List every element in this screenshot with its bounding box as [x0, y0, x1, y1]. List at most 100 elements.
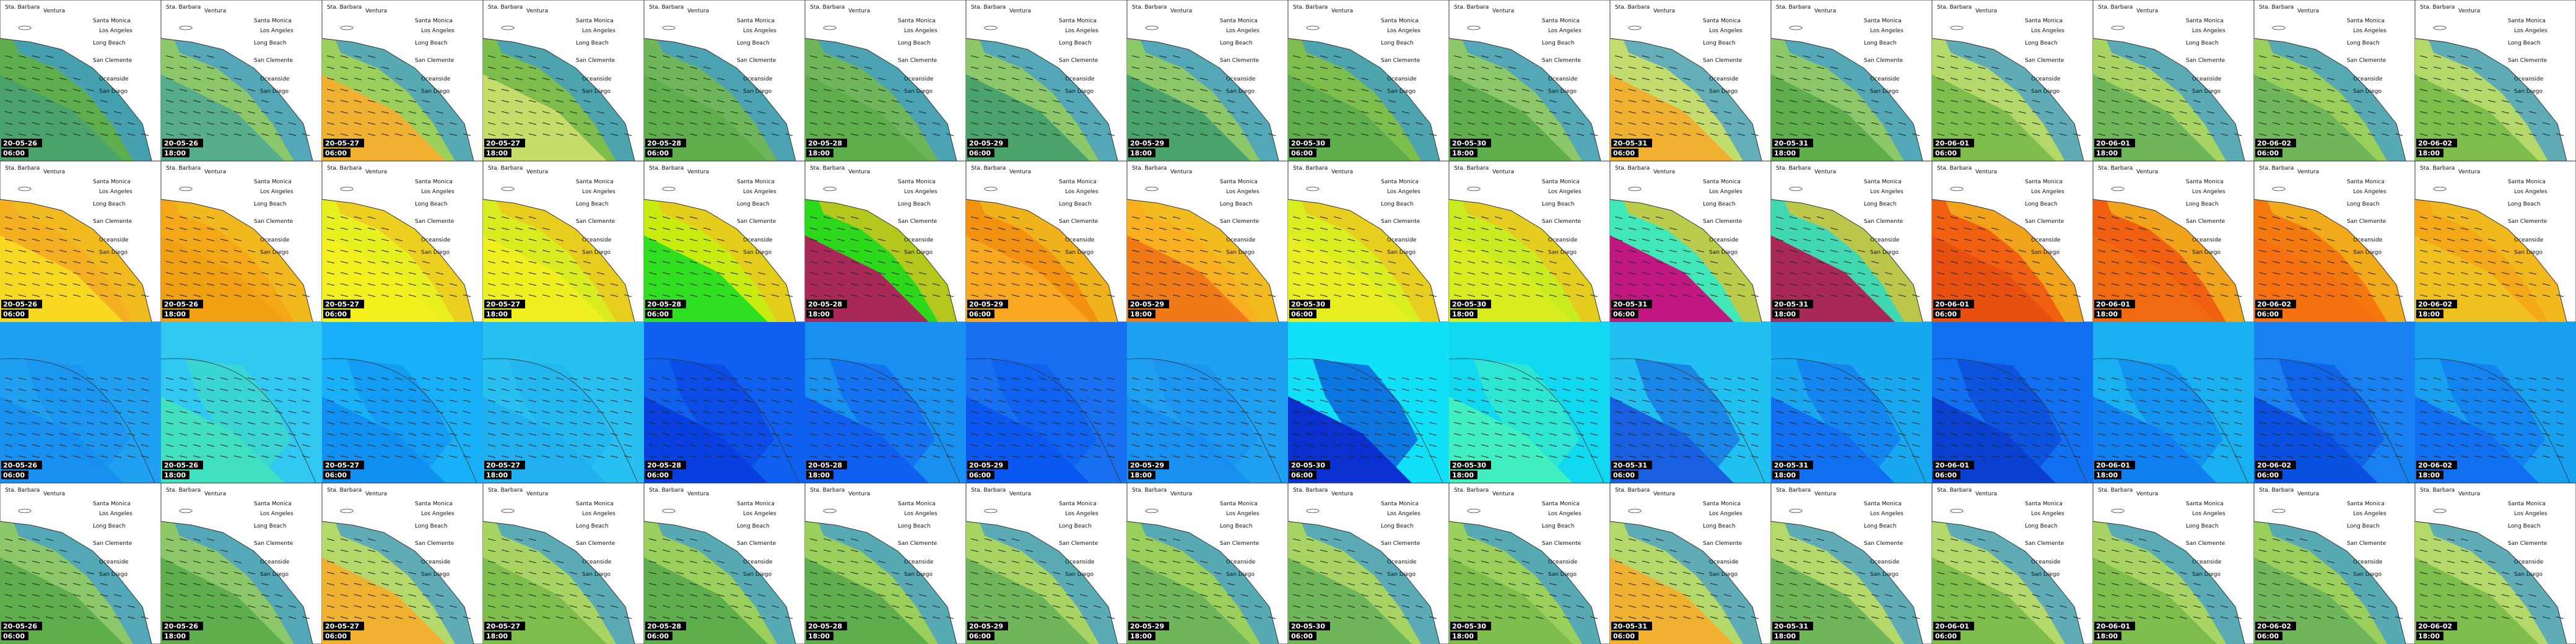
wind-arrow — [984, 216, 993, 219]
date-box — [1, 139, 42, 147]
wind-arrow — [689, 399, 698, 402]
wind-arrow — [970, 377, 979, 380]
wind-arrow — [2165, 122, 2174, 125]
wind-arrow — [998, 238, 1006, 242]
wind-arrow — [2460, 100, 2469, 103]
wind-arrow — [367, 444, 376, 447]
wind-arrow — [1025, 294, 1033, 297]
wind-arrow — [1803, 111, 1811, 114]
date-box — [323, 300, 364, 308]
wind-arrow — [233, 294, 242, 297]
wind-arrow — [624, 388, 632, 391]
wind-arrow — [2138, 411, 2147, 414]
wind-arrow — [1830, 77, 1838, 80]
coastal-zone — [2266, 198, 2409, 322]
wind-arrow — [771, 377, 780, 380]
time-box — [1, 471, 28, 479]
wind-arrow — [1912, 411, 1920, 414]
wind-arrow — [2220, 377, 2229, 380]
wind-arrow — [2179, 422, 2188, 425]
wind-arrow — [1816, 455, 1825, 458]
date-label: 20-05-28 — [647, 300, 681, 308]
wind-arrow — [891, 444, 900, 447]
wind-arrow — [340, 283, 349, 286]
wind-arrow — [2326, 100, 2335, 103]
wind-arrow — [918, 411, 927, 414]
island — [1628, 186, 1642, 191]
wind-arrow — [179, 89, 188, 92]
wind-arrow — [354, 411, 362, 414]
time-label: 06:00 — [1291, 310, 1313, 318]
wind-arrow — [32, 272, 40, 275]
island — [18, 25, 32, 30]
wind-arrow — [340, 77, 349, 80]
wind-arrow — [998, 122, 1006, 125]
place-label: Santa Monica — [2347, 179, 2385, 185]
wind-arrow — [1977, 89, 1986, 92]
wind-arrow — [1107, 422, 1115, 425]
wind-arrow — [877, 89, 886, 92]
wind-arrow — [946, 294, 954, 297]
wind-arrow — [823, 422, 832, 425]
wind-arrow — [2501, 411, 2510, 414]
place-label: San Diego — [743, 89, 772, 95]
wind-arrow — [2097, 55, 2106, 58]
wind-arrow — [274, 455, 283, 458]
wind-arrow — [970, 216, 979, 219]
wind-arrow — [1467, 250, 1476, 253]
wind-arrow — [487, 272, 496, 275]
wind-arrow — [340, 55, 349, 58]
wind-arrow — [877, 283, 886, 286]
wind-arrow — [340, 89, 349, 92]
wind-arrow — [850, 133, 859, 136]
wind-arrow — [1186, 272, 1194, 275]
wind-arrow — [1038, 283, 1047, 286]
date-box — [1289, 300, 1330, 308]
wind-arrow — [1213, 388, 1222, 391]
wind-arrow — [2165, 89, 2174, 92]
wind-arrow — [1131, 111, 1140, 114]
wind-arrow — [1614, 89, 1623, 92]
wind-arrow — [1936, 411, 1945, 414]
place-label: Los Angeles — [99, 511, 133, 517]
wind-arrow — [2220, 444, 2229, 447]
date-label: 20-05-30 — [1291, 300, 1325, 308]
wind-arrow — [1159, 227, 1167, 230]
wind-arrow — [165, 250, 174, 253]
wind-arrow — [487, 399, 496, 402]
wind-arrow — [1936, 89, 1945, 92]
wind-arrow — [72, 399, 81, 402]
wind-arrow — [1508, 250, 1516, 253]
wind-arrow — [2152, 238, 2160, 242]
wind-arrow — [340, 216, 349, 219]
wind-arrow — [1011, 272, 1020, 275]
wind-arrow — [2340, 100, 2349, 103]
island — [984, 508, 998, 513]
place-label: Long Beach — [2347, 40, 2380, 46]
wind-arrow — [449, 444, 458, 447]
wind-arrow — [1038, 272, 1047, 275]
wind-arrow — [1696, 444, 1705, 447]
wind-arrow — [1871, 377, 1879, 380]
wind-arrow — [542, 411, 550, 414]
wind-arrow — [2542, 122, 2551, 125]
date-label: 20-05-26 — [164, 461, 198, 469]
wind-arrow — [1936, 238, 1945, 242]
wind-arrow — [2515, 455, 2523, 458]
wind-arrow — [905, 294, 913, 297]
wind-arrow — [1549, 377, 1557, 380]
wind-arrow — [2111, 238, 2120, 242]
wind-arrow — [1025, 422, 1033, 425]
wind-arrow — [220, 444, 228, 447]
wind-arrow — [730, 283, 739, 286]
place-label: Los Angeles — [1870, 511, 1904, 517]
wind-arrow — [1292, 411, 1301, 414]
wind-arrow — [2111, 227, 2120, 230]
wind-arrow — [1789, 272, 1798, 275]
wind-arrow — [932, 411, 941, 414]
wind-arrow — [72, 283, 81, 286]
date-label: 20-06-01 — [2096, 300, 2130, 308]
wind-arrow — [487, 227, 496, 230]
wind-arrow — [1494, 122, 1503, 125]
